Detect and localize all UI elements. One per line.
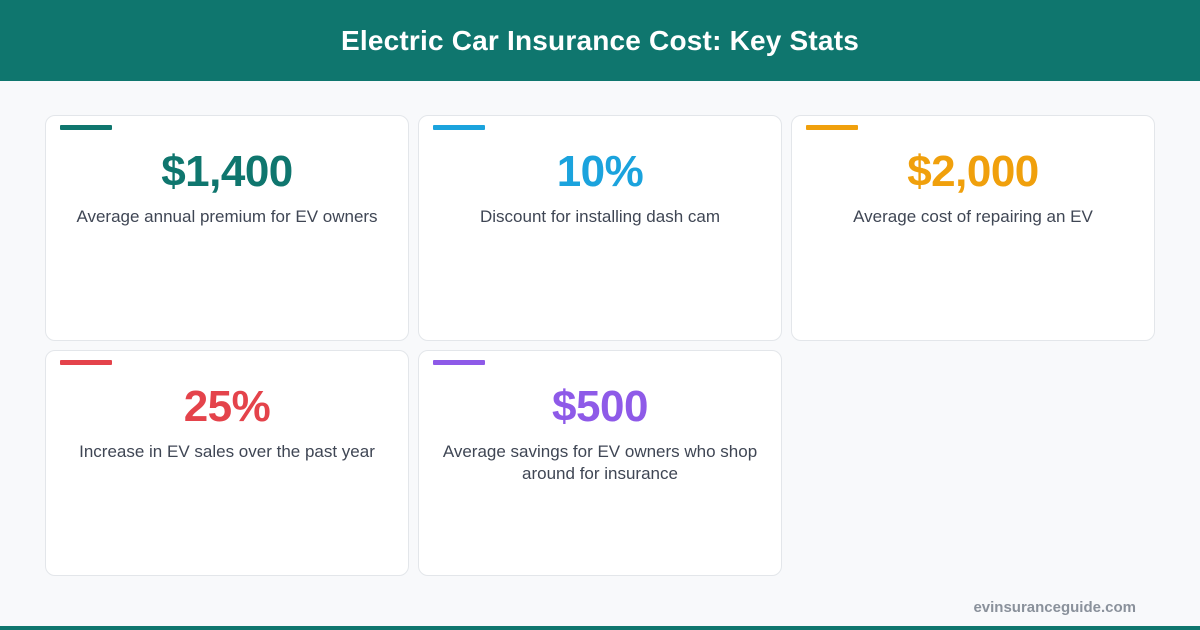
footer-site-name: evinsuranceguide.com bbox=[973, 599, 1136, 616]
stat-value: 10% bbox=[556, 147, 644, 196]
stat-label: Average cost of repairing an EV bbox=[853, 207, 1093, 226]
stat-card-annual-premium: $1,400 Average annual premium for EV own… bbox=[45, 115, 409, 341]
stat-label: Discount for installing dash cam bbox=[479, 207, 720, 226]
card-accent-bar bbox=[433, 125, 485, 130]
stat-label: Average annual premium for EV owners bbox=[76, 207, 378, 226]
stat-card-shopping-savings: $500 Average savings for EV owners who s… bbox=[418, 350, 782, 576]
card-accent-bar bbox=[433, 360, 485, 365]
stat-card-dash-cam-discount: 10% Discount for installing dash cam bbox=[418, 115, 782, 341]
stat-value: $2,000 bbox=[907, 147, 1039, 196]
stat-label: Average savings for EV owners who shop a… bbox=[442, 442, 758, 483]
footer-bar bbox=[0, 626, 1200, 630]
page-title: Electric Car Insurance Cost: Key Stats bbox=[340, 24, 859, 56]
header-banner: Electric Car Insurance Cost: Key Stats bbox=[0, 0, 1200, 81]
stat-value: $1,400 bbox=[161, 147, 293, 196]
stat-value: $500 bbox=[552, 382, 648, 431]
card-accent-bar bbox=[60, 125, 112, 130]
stat-label: Increase in EV sales over the past year bbox=[79, 442, 375, 461]
stats-grid: $1,400 Average annual premium for EV own… bbox=[45, 115, 1155, 576]
card-accent-bar bbox=[60, 360, 112, 365]
card-accent-bar bbox=[806, 125, 858, 130]
stat-value: 25% bbox=[183, 382, 271, 431]
stat-card-ev-sales-increase: 25% Increase in EV sales over the past y… bbox=[45, 350, 409, 576]
stat-card-repair-cost: $2,000 Average cost of repairing an EV bbox=[791, 115, 1155, 341]
